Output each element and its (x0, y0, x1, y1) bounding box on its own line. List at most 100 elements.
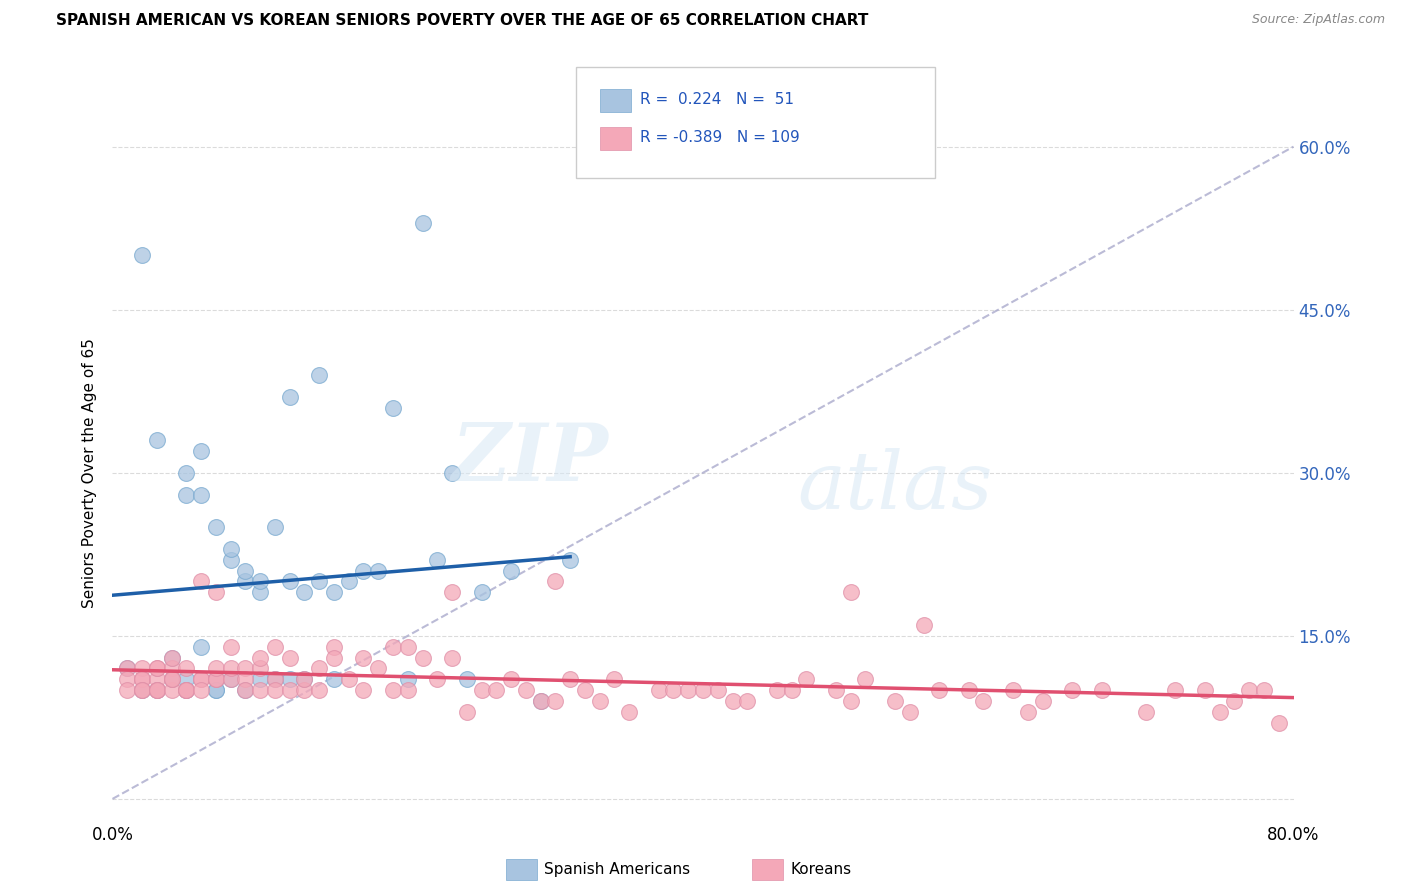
Point (205, 683, 228, 698)
Point (205, 661, 228, 675)
Point (205, 673, 228, 687)
Point (233, 673, 256, 687)
Text: ZIP: ZIP (451, 420, 609, 498)
Point (824, 683, 846, 698)
Point (884, 694, 907, 708)
Point (205, 520, 228, 534)
Point (174, 683, 197, 698)
Point (117, 673, 138, 687)
Point (558, 552, 582, 567)
Point (456, 673, 478, 687)
Point (337, 574, 360, 589)
Point (233, 661, 256, 675)
Point (692, 683, 714, 698)
Point (292, 585, 315, 599)
Point (249, 574, 271, 589)
Point (117, 661, 138, 675)
Point (1194, 683, 1216, 698)
Point (470, 585, 494, 599)
Point (308, 683, 330, 698)
Point (278, 650, 301, 665)
Point (558, 673, 582, 687)
Point (205, 673, 228, 687)
Point (174, 661, 197, 675)
Point (382, 401, 405, 415)
Text: Source: ZipAtlas.com: Source: ZipAtlas.com (1251, 13, 1385, 27)
Y-axis label: Seniors Poverty Over the Age of 65: Seniors Poverty Over the Age of 65 (82, 338, 97, 607)
Point (1135, 705, 1157, 719)
Point (131, 673, 153, 687)
Point (146, 683, 169, 698)
Point (855, 673, 877, 687)
Text: Koreans: Koreans (790, 863, 851, 877)
Point (441, 650, 464, 665)
Point (352, 650, 374, 665)
Point (146, 683, 169, 698)
Point (544, 694, 567, 708)
Point (249, 661, 271, 675)
Point (308, 661, 330, 675)
Point (219, 640, 242, 654)
Point (264, 683, 287, 698)
Point (160, 673, 183, 687)
Point (219, 661, 242, 675)
Point (441, 466, 464, 480)
Point (678, 683, 700, 698)
Point (647, 683, 671, 698)
Point (190, 673, 212, 687)
Point (146, 683, 169, 698)
Point (174, 673, 197, 687)
Point (278, 574, 301, 589)
Point (323, 640, 346, 654)
Point (249, 683, 271, 698)
Text: atlas: atlas (797, 448, 993, 525)
Point (1017, 705, 1039, 719)
Point (131, 661, 153, 675)
Point (146, 673, 169, 687)
Point (914, 618, 936, 632)
Point (544, 574, 567, 589)
Point (574, 683, 596, 698)
Point (278, 673, 301, 687)
Point (190, 673, 212, 687)
Point (264, 673, 287, 687)
Point (588, 694, 610, 708)
Point (426, 552, 449, 567)
Point (470, 683, 494, 698)
Point (973, 694, 995, 708)
Point (131, 683, 153, 698)
Point (146, 683, 169, 698)
Point (411, 216, 433, 230)
Point (292, 673, 315, 687)
Point (1239, 683, 1261, 698)
Point (160, 683, 183, 698)
Point (529, 694, 551, 708)
Point (131, 248, 153, 262)
Point (174, 683, 197, 698)
Point (1253, 683, 1275, 698)
Point (219, 673, 242, 687)
Point (603, 673, 626, 687)
Text: R = -0.389   N = 109: R = -0.389 N = 109 (640, 130, 800, 145)
Point (292, 683, 315, 698)
Point (160, 661, 183, 675)
Point (190, 444, 212, 458)
Point (278, 683, 301, 698)
Point (205, 683, 228, 698)
Point (160, 650, 183, 665)
Point (898, 705, 921, 719)
Point (160, 673, 183, 687)
Point (367, 661, 389, 675)
Text: Spanish Americans: Spanish Americans (544, 863, 690, 877)
Point (928, 683, 950, 698)
Point (249, 585, 271, 599)
Point (233, 564, 256, 578)
Point (619, 705, 641, 719)
Point (264, 640, 287, 654)
Point (117, 683, 138, 698)
Point (174, 683, 197, 698)
Point (219, 541, 242, 556)
Point (233, 683, 256, 698)
Point (662, 683, 685, 698)
Point (1091, 683, 1114, 698)
